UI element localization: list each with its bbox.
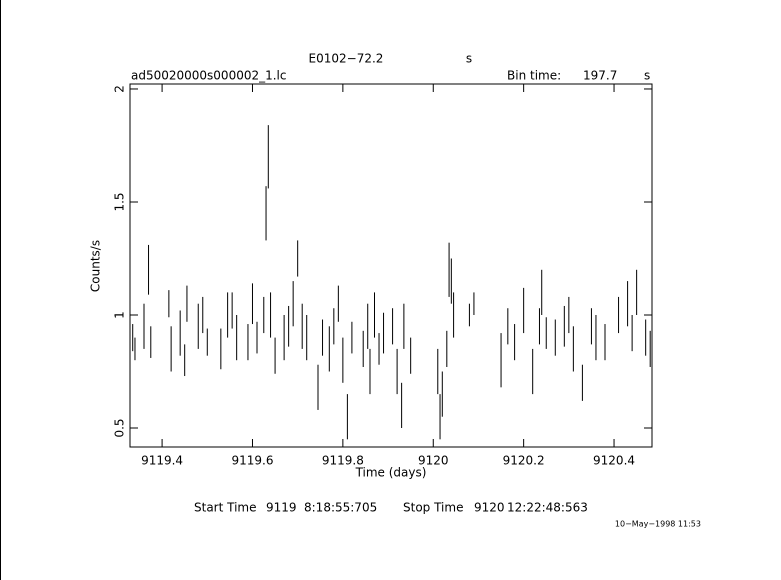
x-tick-label: 9119.8	[322, 454, 364, 468]
x-tick-label: 9120.4	[593, 454, 635, 468]
start-time: 8:18:55:705	[304, 501, 377, 515]
date-stamp: 10−May−1998 11:53	[615, 520, 701, 529]
y-axis-label: Counts/s	[89, 240, 103, 292]
x-tick-label: 9120.2	[503, 454, 545, 468]
y-tick-label: 0.5	[113, 418, 127, 437]
bin-time: 197.7	[583, 69, 617, 83]
x-tick-label: 9119.4	[141, 454, 183, 468]
bin-time-unit: s	[644, 69, 650, 83]
bin-time-label: Bin time:	[507, 69, 561, 83]
y-tick-label: 1	[113, 311, 127, 319]
y-tick-label: 2	[113, 85, 127, 93]
title-unit: s	[466, 52, 472, 66]
start-label: Start Time	[194, 501, 257, 515]
start-day: 9119	[266, 501, 297, 515]
stop-day: 9120	[474, 501, 505, 515]
x-tick-label: 9119.6	[231, 454, 273, 468]
stop-label: Stop Time	[403, 501, 463, 515]
plot-frame	[129, 83, 653, 448]
chart-title: E0102−72.2	[309, 52, 384, 66]
y-tick-label: 1.5	[113, 192, 127, 211]
subtitle: ad50020000s000002_1.lc	[131, 69, 287, 83]
x-tick-label: 9120	[418, 454, 449, 468]
x-axis-label: Time (days)	[355, 466, 427, 480]
stop-time: 12:22:48:563	[507, 501, 588, 515]
